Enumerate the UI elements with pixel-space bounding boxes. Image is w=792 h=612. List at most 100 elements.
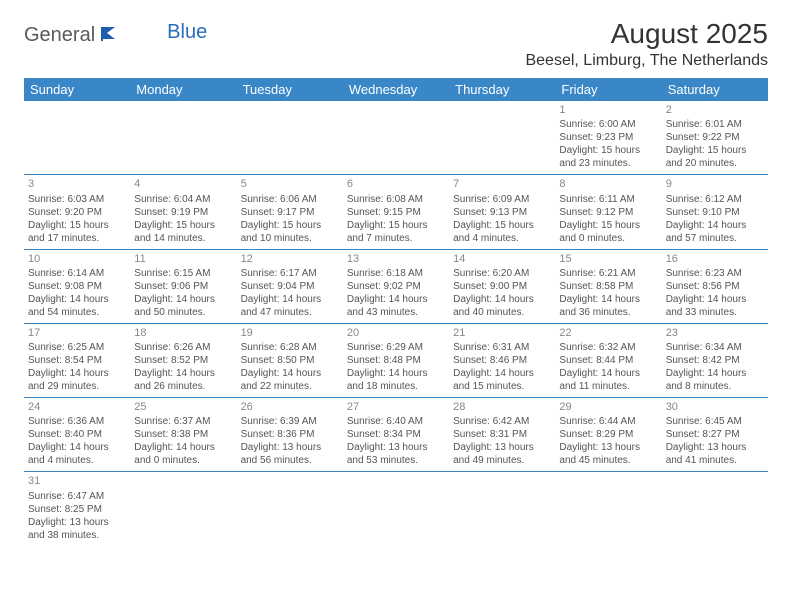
day-number: 29 xyxy=(559,400,657,414)
sunrise-text: Sunrise: 6:12 AM xyxy=(666,193,764,206)
daylight-text: Daylight: 14 hours and 15 minutes. xyxy=(453,367,551,393)
week-row: 10Sunrise: 6:14 AMSunset: 9:08 PMDayligh… xyxy=(24,249,768,323)
sunrise-text: Sunrise: 6:45 AM xyxy=(666,415,764,428)
day-cell xyxy=(130,101,236,175)
day-header: Sunday xyxy=(24,78,130,101)
sunset-text: Sunset: 9:06 PM xyxy=(134,280,232,293)
daylight-text: Daylight: 14 hours and 50 minutes. xyxy=(134,293,232,319)
sunrise-text: Sunrise: 6:25 AM xyxy=(28,341,126,354)
week-row: 31Sunrise: 6:47 AMSunset: 8:25 PMDayligh… xyxy=(24,472,768,546)
sunrise-text: Sunrise: 6:36 AM xyxy=(28,415,126,428)
flag-icon xyxy=(101,25,123,46)
week-row: 24Sunrise: 6:36 AMSunset: 8:40 PMDayligh… xyxy=(24,398,768,472)
sunrise-text: Sunrise: 6:23 AM xyxy=(666,267,764,280)
sunrise-text: Sunrise: 6:47 AM xyxy=(28,490,126,503)
day-number: 17 xyxy=(28,326,126,340)
sunrise-text: Sunrise: 6:01 AM xyxy=(666,118,764,131)
day-cell: 17Sunrise: 6:25 AMSunset: 8:54 PMDayligh… xyxy=(24,323,130,397)
day-number: 6 xyxy=(347,177,445,191)
daylight-text: Daylight: 14 hours and 8 minutes. xyxy=(666,367,764,393)
day-cell: 19Sunrise: 6:28 AMSunset: 8:50 PMDayligh… xyxy=(237,323,343,397)
sunset-text: Sunset: 8:52 PM xyxy=(134,354,232,367)
sunset-text: Sunset: 8:56 PM xyxy=(666,280,764,293)
daylight-text: Daylight: 14 hours and 36 minutes. xyxy=(559,293,657,319)
day-number: 5 xyxy=(241,177,339,191)
day-cell: 18Sunrise: 6:26 AMSunset: 8:52 PMDayligh… xyxy=(130,323,236,397)
day-number: 3 xyxy=(28,177,126,191)
day-number: 7 xyxy=(453,177,551,191)
sunrise-text: Sunrise: 6:26 AM xyxy=(134,341,232,354)
location: Beesel, Limburg, The Netherlands xyxy=(525,52,768,70)
day-cell: 29Sunrise: 6:44 AMSunset: 8:29 PMDayligh… xyxy=(555,398,661,472)
day-header: Tuesday xyxy=(237,78,343,101)
sunrise-text: Sunrise: 6:06 AM xyxy=(241,193,339,206)
day-cell: 12Sunrise: 6:17 AMSunset: 9:04 PMDayligh… xyxy=(237,249,343,323)
sunset-text: Sunset: 9:17 PM xyxy=(241,206,339,219)
daylight-text: Daylight: 15 hours and 20 minutes. xyxy=(666,144,764,170)
sunrise-text: Sunrise: 6:04 AM xyxy=(134,193,232,206)
day-number: 8 xyxy=(559,177,657,191)
day-number: 21 xyxy=(453,326,551,340)
sunrise-text: Sunrise: 6:18 AM xyxy=(347,267,445,280)
day-cell: 5 Sunrise: 6:06 AMSunset: 9:17 PMDaylight… xyxy=(237,175,343,249)
day-number: 13 xyxy=(347,252,445,266)
day-number: 1 xyxy=(559,103,657,117)
day-number: 26 xyxy=(241,400,339,414)
day-cell: 31Sunrise: 6:47 AMSunset: 8:25 PMDayligh… xyxy=(24,472,130,546)
sunrise-text: Sunrise: 6:00 AM xyxy=(559,118,657,131)
sunrise-text: Sunrise: 6:42 AM xyxy=(453,415,551,428)
sunset-text: Sunset: 8:40 PM xyxy=(28,428,126,441)
week-row: 3 Sunrise: 6:03 AMSunset: 9:20 PM Daylight… xyxy=(24,175,768,249)
sunset-text: Sunset: 9:23 PM xyxy=(559,131,657,144)
sunrise-text: Sunrise: 6:03 AM xyxy=(28,193,126,206)
daylight-text: Daylight: 13 hours and 53 minutes. xyxy=(347,441,445,467)
daylight-text: Daylight: 15 hours and 4 minutes. xyxy=(453,219,551,245)
day-cell: 28Sunrise: 6:42 AMSunset: 8:31 PMDayligh… xyxy=(449,398,555,472)
day-cell: 30Sunrise: 6:45 AMSunset: 8:27 PMDayligh… xyxy=(662,398,768,472)
sunset-text: Sunset: 9:13 PM xyxy=(453,206,551,219)
day-cell: 22Sunrise: 6:32 AMSunset: 8:44 PMDayligh… xyxy=(555,323,661,397)
day-number: 15 xyxy=(559,252,657,266)
sunrise-text: Sunrise: 6:37 AM xyxy=(134,415,232,428)
day-cell xyxy=(343,101,449,175)
sunrise-text: Sunrise: 6:29 AM xyxy=(347,341,445,354)
day-cell xyxy=(662,472,768,546)
sunset-text: Sunset: 8:50 PM xyxy=(241,354,339,367)
day-cell: 21Sunrise: 6:31 AMSunset: 8:46 PMDayligh… xyxy=(449,323,555,397)
daylight-text: Daylight: 14 hours and 11 minutes. xyxy=(559,367,657,393)
sunset-text: Sunset: 9:20 PM xyxy=(28,206,126,219)
sunset-text: Sunset: 8:54 PM xyxy=(28,354,126,367)
calendar-body: 1Sunrise: 6:00 AMSunset: 9:23 PMDaylight… xyxy=(24,101,768,546)
logo: General Blue xyxy=(24,24,207,47)
day-cell: 20Sunrise: 6:29 AMSunset: 8:48 PMDayligh… xyxy=(343,323,449,397)
day-number: 25 xyxy=(134,400,232,414)
day-cell: 9Sunrise: 6:12 AMSunset: 9:10 PMDaylight… xyxy=(662,175,768,249)
day-number: 31 xyxy=(28,474,126,488)
sunset-text: Sunset: 8:34 PM xyxy=(347,428,445,441)
day-number: 19 xyxy=(241,326,339,340)
day-cell: 10Sunrise: 6:14 AMSunset: 9:08 PMDayligh… xyxy=(24,249,130,323)
day-cell: 14Sunrise: 6:20 AMSunset: 9:00 PMDayligh… xyxy=(449,249,555,323)
day-cell xyxy=(555,472,661,546)
day-cell: 26Sunrise: 6:39 AMSunset: 8:36 PMDayligh… xyxy=(237,398,343,472)
day-cell: 11Sunrise: 6:15 AMSunset: 9:06 PMDayligh… xyxy=(130,249,236,323)
day-cell: 16Sunrise: 6:23 AMSunset: 8:56 PMDayligh… xyxy=(662,249,768,323)
day-header: Monday xyxy=(130,78,236,101)
day-number: 27 xyxy=(347,400,445,414)
sunset-text: Sunset: 9:19 PM xyxy=(134,206,232,219)
day-header: Thursday xyxy=(449,78,555,101)
daylight-text: Daylight: 13 hours and 56 minutes. xyxy=(241,441,339,467)
sunset-text: Sunset: 9:04 PM xyxy=(241,280,339,293)
day-number: 22 xyxy=(559,326,657,340)
daylight-text: Daylight: 15 hours and 10 minutes. xyxy=(241,219,339,245)
day-cell: 13Sunrise: 6:18 AMSunset: 9:02 PMDayligh… xyxy=(343,249,449,323)
sunset-text: Sunset: 9:22 PM xyxy=(666,131,764,144)
sunset-text: Sunset: 9:12 PM xyxy=(559,206,657,219)
daylight-text: Daylight: 14 hours and 40 minutes. xyxy=(453,293,551,319)
daylight-text: Daylight: 14 hours and 0 minutes. xyxy=(134,441,232,467)
header: General Blue August 2025 Beesel, Limburg… xyxy=(24,18,768,70)
sunrise-text: Sunrise: 6:39 AM xyxy=(241,415,339,428)
day-cell xyxy=(237,472,343,546)
sunrise-text: Sunrise: 6:32 AM xyxy=(559,341,657,354)
daylight-text: Daylight: 15 hours and 23 minutes. xyxy=(559,144,657,170)
